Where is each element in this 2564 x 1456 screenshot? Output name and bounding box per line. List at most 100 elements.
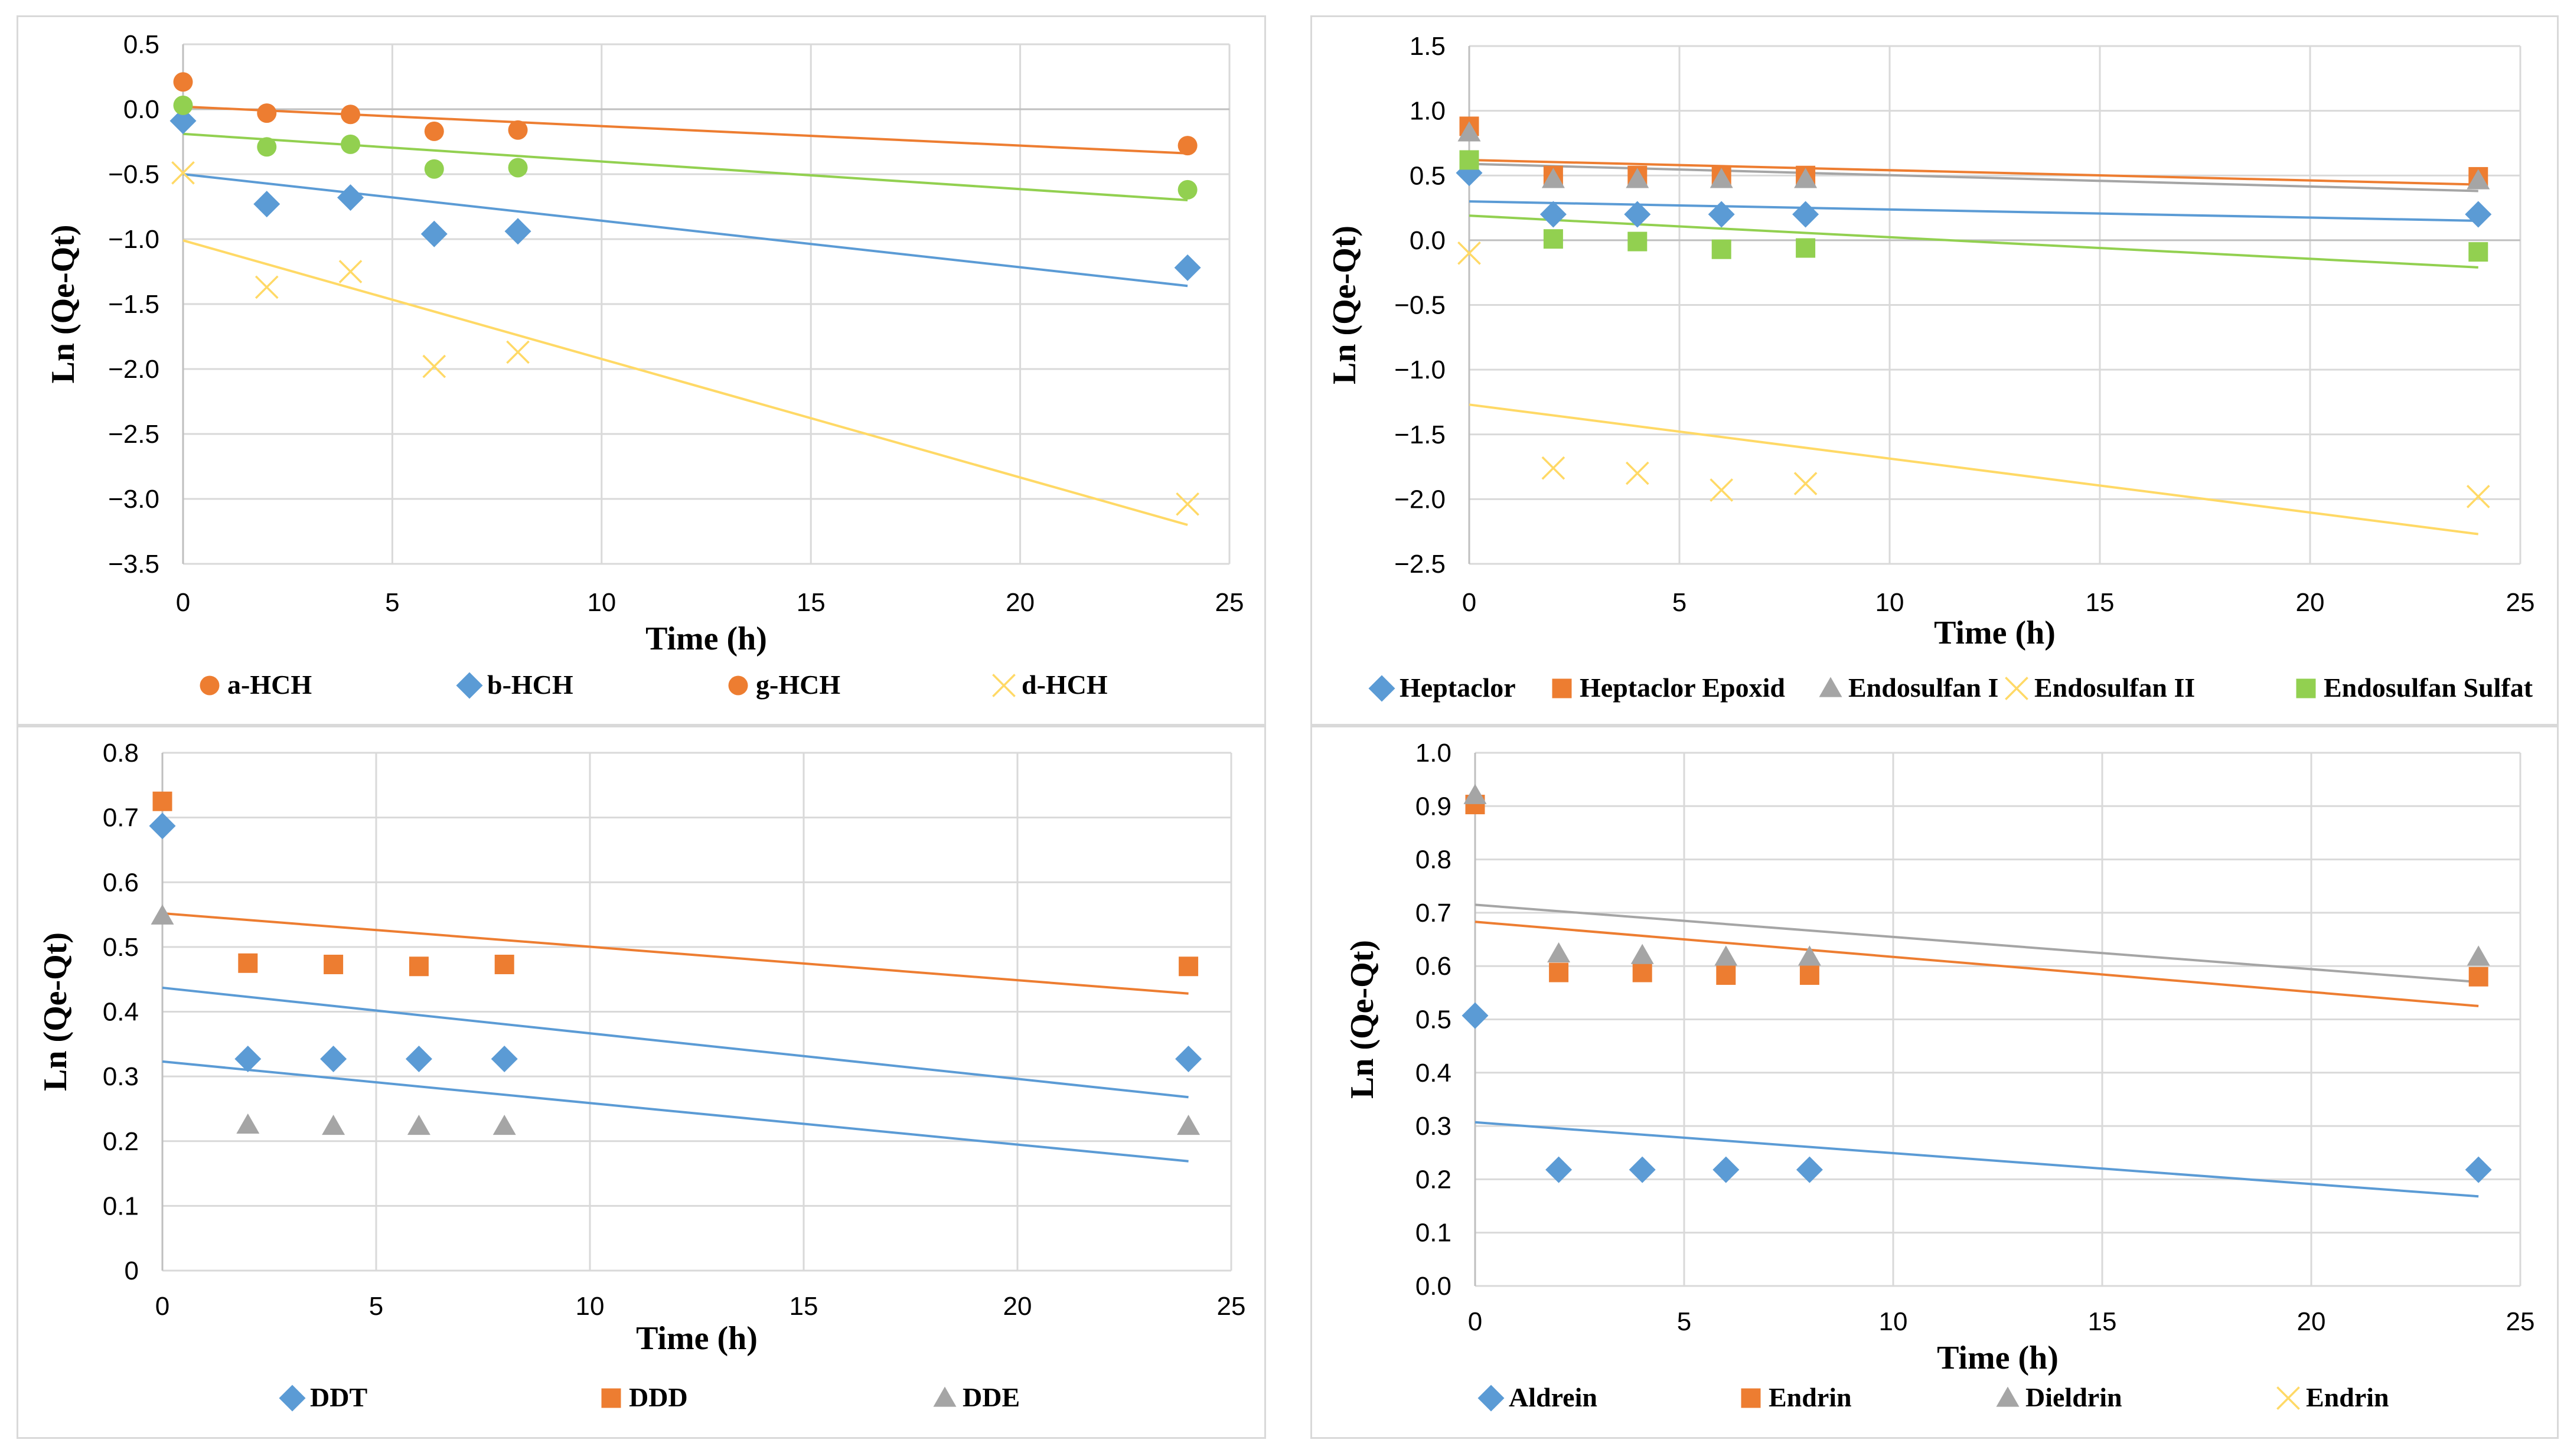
data-point-a-hch	[1177, 136, 1198, 156]
data-point-dde	[492, 1115, 516, 1135]
chart-4: 0 5 10 15 20 25 1.0 0.9 0.8 0.7 0.6 0.5 0.4 0.3 0.2 0.1…	[1344, 739, 2534, 1412]
data-point-aldrein	[1462, 1002, 1489, 1029]
x-axis-title: Time (h)	[1937, 1340, 2059, 1376]
y-tick-label: 0.1	[1415, 1219, 1451, 1248]
data-point-ddd	[238, 953, 258, 973]
data-point-endosulfan-sulfat	[1543, 229, 1563, 249]
y-tick-label: 0.5	[1415, 1006, 1451, 1034]
y-axis-title: Ln (Qe-Qt)	[1326, 226, 1363, 384]
legend-label-dieldrin: Dieldrin	[2025, 1382, 2122, 1412]
data-point-ddt	[149, 812, 176, 840]
y-tick-label: −0.5	[1394, 291, 1446, 320]
data-point-ddd	[1179, 956, 1199, 977]
trendline-ddt	[162, 986, 1189, 1099]
data-point-dieldrin	[2467, 945, 2490, 966]
data-point-b-hch	[420, 220, 448, 247]
trendline-heptaclor	[1469, 200, 2478, 222]
legend-label-a-hch: a-HCH	[227, 670, 312, 700]
y-tick-label: 1.5	[1410, 32, 1446, 61]
legend-label-ddd: DDD	[629, 1382, 688, 1412]
x-tick-label: 5	[385, 588, 399, 617]
data-point-b-hch	[337, 184, 364, 211]
data-point-endrin	[2468, 967, 2488, 987]
data-point-d-hch	[1176, 492, 1199, 516]
data-point-dieldrin	[1547, 942, 1571, 963]
y-tick-label: 0.4	[103, 998, 139, 1027]
legend-marker-dieldrin	[1996, 1386, 2020, 1407]
data-point-heptaclor	[1539, 201, 1567, 228]
x-tick-label: 0	[1468, 1307, 1482, 1336]
legend-label-b-hch: b-HCH	[487, 670, 573, 700]
legend-marker-g-hch	[728, 675, 748, 696]
legend-label-heptaclor-epoxid: Heptaclor Epoxid	[1580, 672, 1785, 703]
y-tick-label: 0.8	[103, 739, 139, 768]
data-point-g-hch	[1177, 179, 1198, 200]
y-tick-label: −2.5	[1394, 550, 1446, 579]
data-point-endosulfan-sulfat	[2468, 242, 2488, 262]
legend-label-endosulfan-sulfat: Endosulfan Sulfat	[2324, 672, 2533, 703]
y-tick-label: −1.5	[1394, 420, 1446, 449]
legend-marker-d-hch	[992, 674, 1016, 697]
data-point-ddd	[324, 954, 344, 974]
legend-marker-ddd	[601, 1388, 621, 1408]
data-point-dde	[322, 1115, 345, 1135]
data-point-endosulfan-sulfat	[1711, 239, 1731, 259]
y-tick-label: 0.8	[1415, 845, 1451, 874]
y-tick-label: −3.5	[108, 550, 159, 579]
y-tick-label: −2.0	[1394, 485, 1446, 514]
data-point-b-hch	[169, 107, 197, 135]
data-point-aldrein	[1629, 1156, 1656, 1183]
data-point-endosulfan-ii	[1457, 241, 1481, 265]
y-tick-label: 0.6	[103, 868, 139, 897]
legend-label-endrin: Endrin	[1769, 1382, 1852, 1412]
data-point-ddt	[405, 1046, 432, 1073]
y-axis-title: Ln (Qe-Qt)	[1344, 940, 1381, 1099]
y-tick-label: 0.2	[1415, 1165, 1451, 1194]
legend-label-aldrein: Aldrein	[1509, 1382, 1597, 1412]
trendline-endrin	[1475, 920, 2479, 1007]
data-point-dde	[151, 904, 174, 925]
legend-marker-a-hch	[200, 675, 220, 696]
chart-2: 0 5 10 15 20 25 1.5 1.0 0.5 0.0 −0.5 −1.0 −1.5 −2.0 −2…	[1326, 32, 2534, 703]
data-point-ddt	[1175, 1046, 1202, 1073]
data-point-b-hch	[1174, 254, 1201, 281]
x-tick-label: 25	[2506, 1307, 2535, 1336]
data-point-ddd	[152, 791, 172, 811]
y-tick-label: 0.7	[1415, 899, 1451, 928]
data-point-endosulfan-ii	[1710, 478, 1734, 502]
data-point-dieldrin	[1714, 945, 1738, 966]
data-point-endrin	[1632, 962, 1652, 982]
data-point-endrin	[1716, 965, 1736, 985]
legend-marker-heptaclor	[1368, 675, 1395, 702]
x-tick-label: 25	[1217, 1292, 1246, 1321]
data-point-d-hch	[338, 260, 363, 283]
data-point-dieldrin	[1798, 945, 1821, 966]
legend-marker-dde	[933, 1386, 957, 1407]
data-point-endosulfan-ii	[1793, 472, 1818, 495]
y-tick-label: 0.4	[1415, 1059, 1451, 1088]
data-point-ddt	[491, 1046, 518, 1073]
y-tick-label: 0.9	[1415, 792, 1451, 821]
data-point-a-hch	[257, 103, 277, 123]
x-tick-label: 15	[797, 588, 826, 617]
trendline-endosulfan-sulfat	[1469, 214, 2478, 269]
trendline-heptaclor-epoxid	[1469, 158, 2478, 186]
x-tick-label: 5	[1677, 1307, 1691, 1336]
data-point-endosulfan-ii	[1541, 456, 1565, 480]
x-tick-label: 20	[1006, 588, 1035, 617]
data-point-dieldrin	[1630, 944, 1654, 964]
legend-marker-b-hch	[456, 672, 483, 699]
x-tick-label: 10	[576, 1292, 605, 1321]
data-point-g-hch	[257, 137, 277, 157]
x-axis-title: Time (h)	[645, 621, 767, 657]
data-point-a-hch	[424, 121, 444, 141]
legend-marker-endosulfan-ii	[2005, 677, 2028, 700]
data-point-ddd	[409, 956, 429, 977]
trendline-a-hch	[182, 105, 1188, 155]
data-point-heptaclor	[1792, 201, 1819, 228]
data-point-b-hch	[504, 218, 531, 245]
x-tick-label: 20	[2296, 588, 2325, 617]
x-tick-label: 10	[587, 588, 616, 617]
data-point-g-hch	[424, 159, 444, 179]
data-point-heptaclor	[1708, 201, 1735, 228]
